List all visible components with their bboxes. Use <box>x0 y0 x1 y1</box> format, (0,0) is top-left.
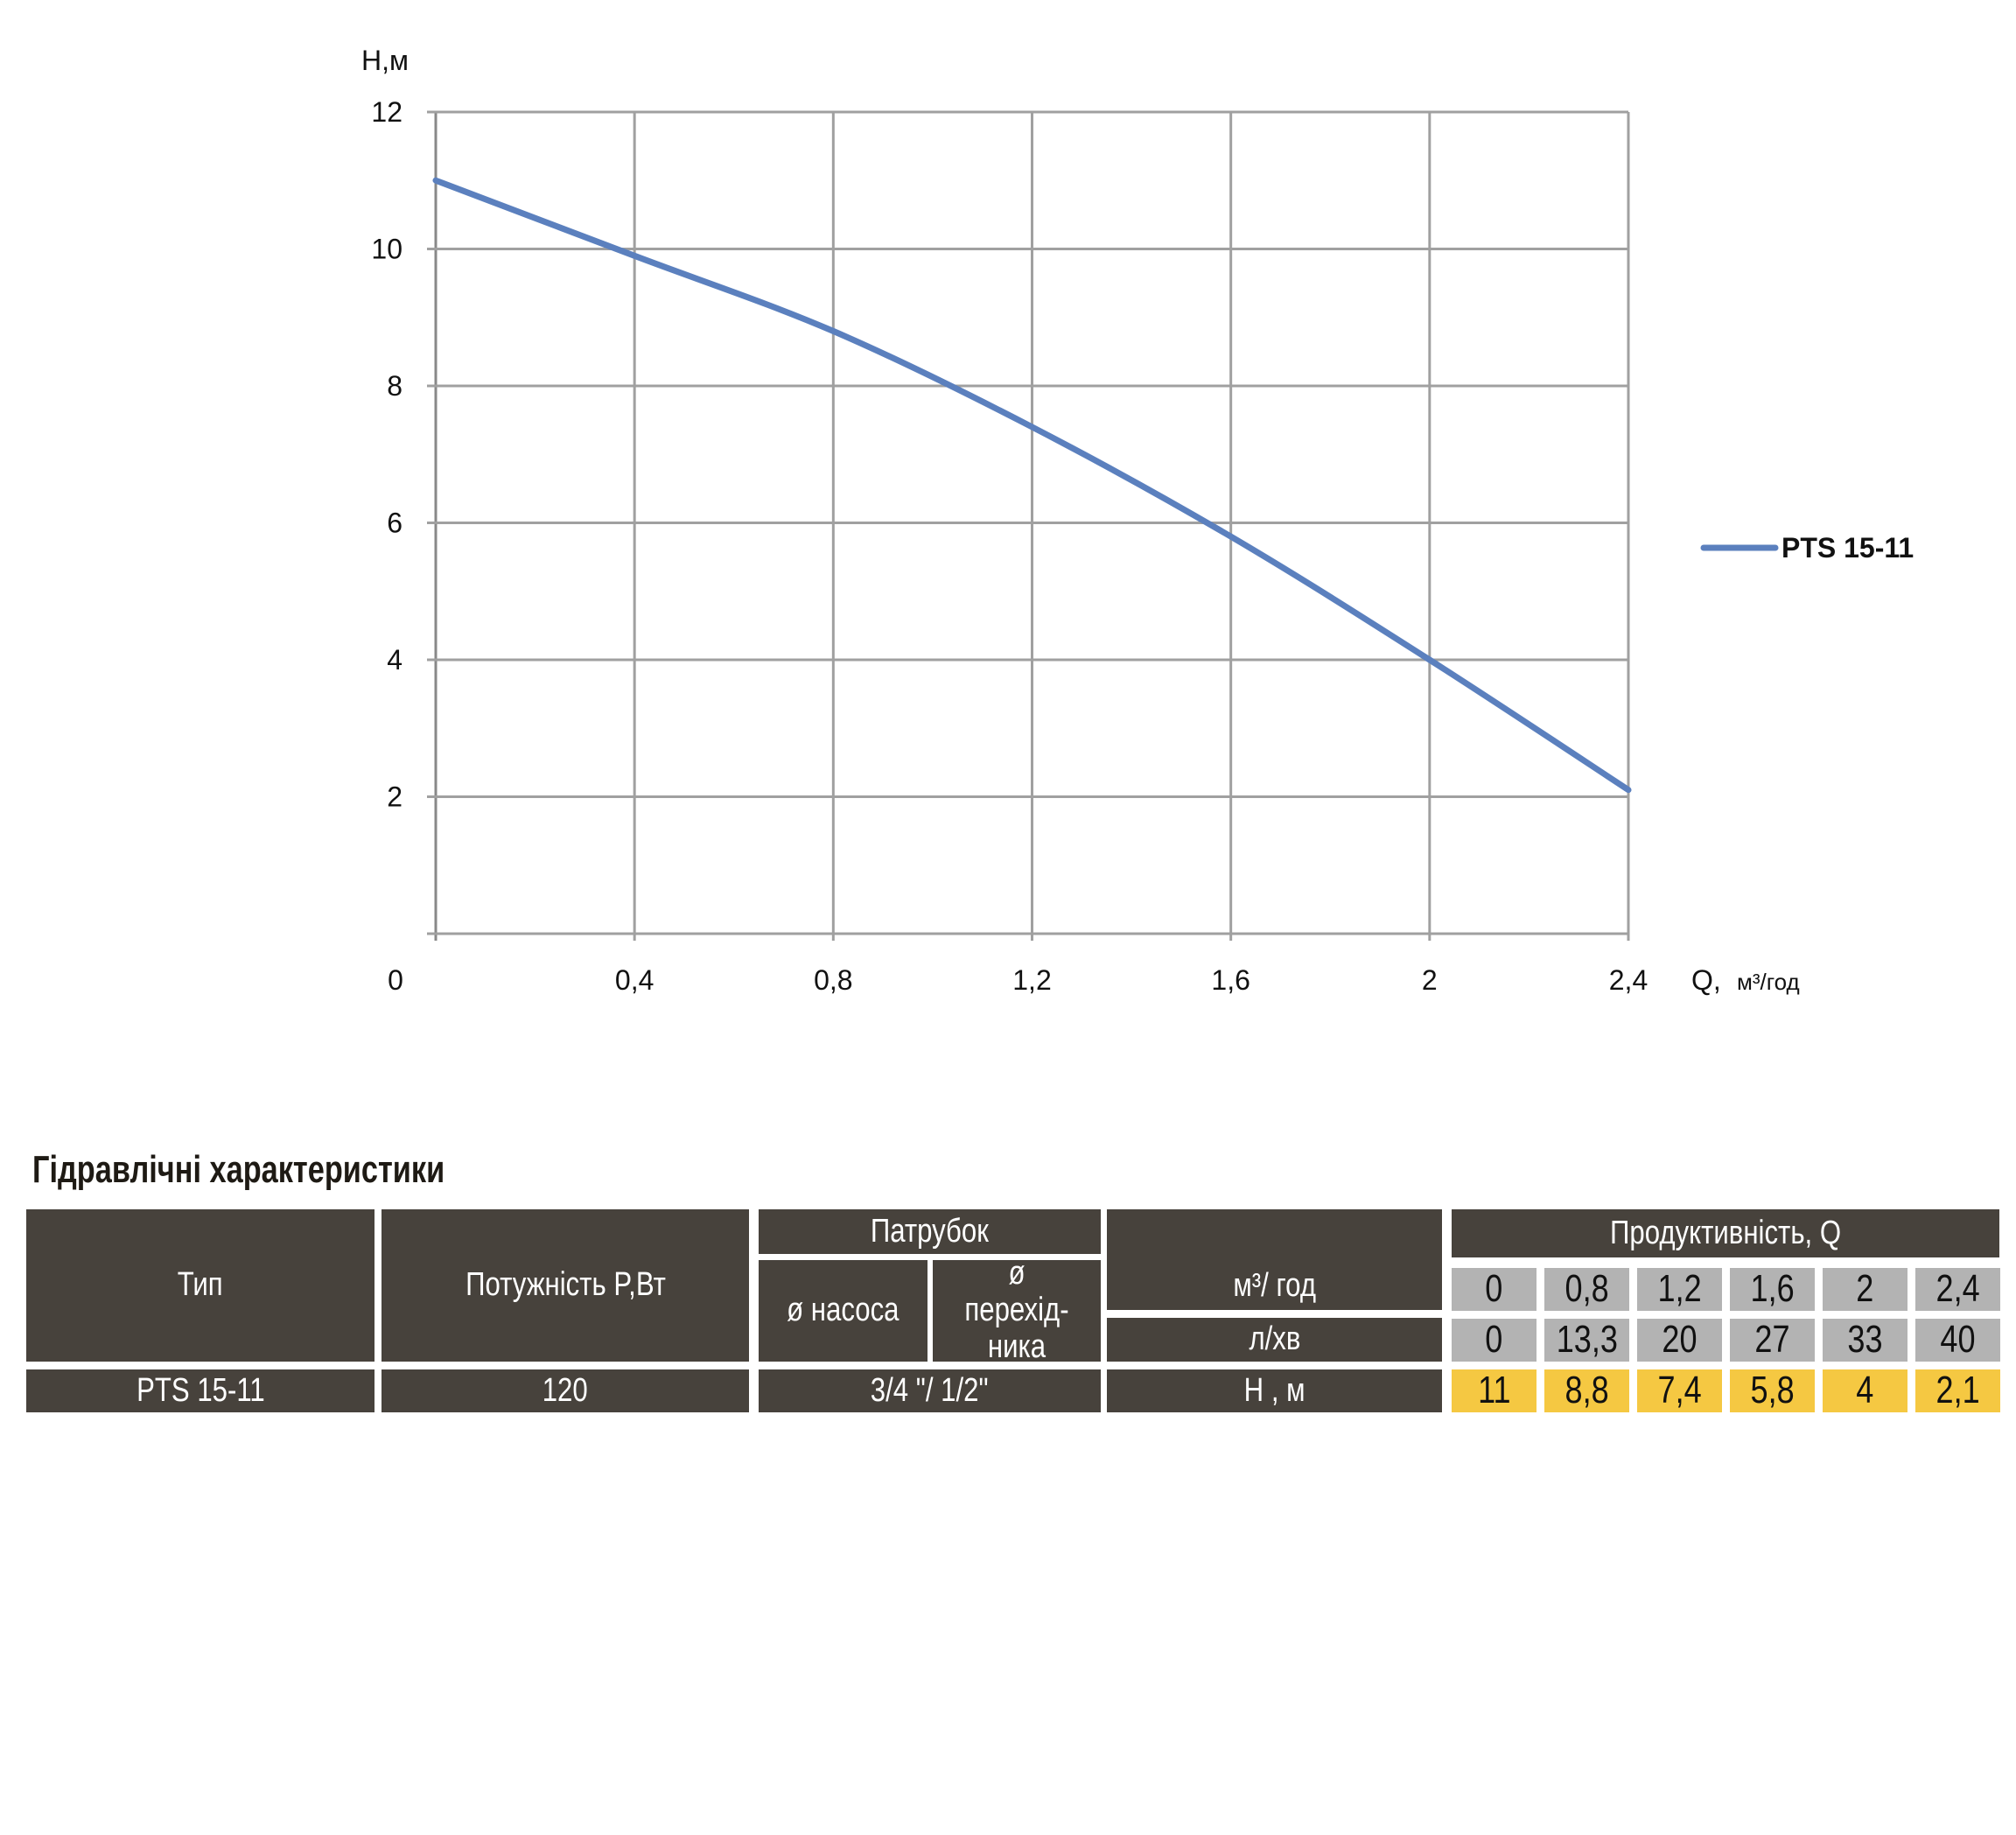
flow-m3-cell: 2,4 <box>1915 1267 2000 1311</box>
x-axis-label: Q, <box>1691 964 1721 996</box>
header-nozzle-adapter: ø перехід-ника <box>933 1255 1101 1365</box>
head-cell: 2,1 <box>1915 1369 2000 1412</box>
head-cell: 11 <box>1452 1369 1536 1412</box>
header-power: Потужність P,Вт <box>382 1209 749 1362</box>
nozzle-value: 3/4 "/ 1/2" <box>759 1369 1101 1412</box>
flow-lmin-cell: 33 <box>1823 1318 1908 1362</box>
header-nozzle-pump: ø насоса <box>759 1260 928 1362</box>
flow-m3-cell: 1,2 <box>1637 1267 1722 1311</box>
head-cell: 8,8 <box>1544 1369 1629 1412</box>
header-type: Тип <box>26 1209 374 1362</box>
flow-m3-cell: 0,8 <box>1544 1267 1629 1311</box>
x-tick-label: 0,4 <box>615 964 654 996</box>
y-tick-label: 4 <box>387 644 402 676</box>
row-label-lmin: л/хв <box>1107 1318 1442 1362</box>
header-nozzle: Патрубок <box>759 1209 1101 1254</box>
x-axis-unit: м³/год <box>1737 969 1800 995</box>
power-value: 120 <box>382 1369 749 1412</box>
head-cell: 4 <box>1823 1369 1908 1412</box>
x-tick-label: 1,6 <box>1211 964 1250 996</box>
x-tick-label: 2 <box>1422 964 1438 996</box>
flow-lmin-cell: 40 <box>1915 1318 2000 1362</box>
row-label-head: H , м <box>1107 1369 1442 1412</box>
flow-lmin-cell: 13,3 <box>1544 1318 1629 1362</box>
x-tick-label: 2,4 <box>1609 964 1648 996</box>
y-axis-label: H,м <box>361 45 409 76</box>
pump-curve-chart: 2 4 6 8 10 12 0 0,4 0,8 1,2 1,6 2 2,4 H,м Q, м³/год PTS … <box>361 45 1914 996</box>
x-tick-label: 0,8 <box>814 964 852 996</box>
header-productivity: Продуктивність, Q <box>1452 1209 1999 1257</box>
flow-m3-cell: 0 <box>1452 1267 1536 1311</box>
y-tick-label: 2 <box>387 781 402 813</box>
head-cell: 5,8 <box>1730 1369 1815 1412</box>
flow-m3-cell: 2 <box>1823 1267 1908 1311</box>
table-title: Гідравлічні характеристики <box>32 1148 445 1191</box>
x-tick-label: 0 <box>388 964 403 996</box>
legend-label: PTS 15-11 <box>1782 532 1914 564</box>
y-tick-label: 10 <box>371 234 402 265</box>
type-value: PTS 15-11 <box>26 1369 374 1412</box>
x-tick-label: 1,2 <box>1012 964 1051 996</box>
y-tick-label: 6 <box>387 508 402 539</box>
flow-lmin-cell: 27 <box>1730 1318 1815 1362</box>
y-tick-label: 8 <box>387 370 402 402</box>
row-label-m3: м³/ год <box>1107 1209 1442 1310</box>
head-cell: 7,4 <box>1637 1369 1722 1412</box>
y-tick-label: 12 <box>371 96 402 128</box>
series-line-pts-15-11 <box>432 177 1632 794</box>
flow-m3-cell: 1,6 <box>1730 1267 1815 1311</box>
flow-lmin-cell: 20 <box>1637 1318 1722 1362</box>
flow-lmin-cell: 0 <box>1452 1318 1536 1362</box>
